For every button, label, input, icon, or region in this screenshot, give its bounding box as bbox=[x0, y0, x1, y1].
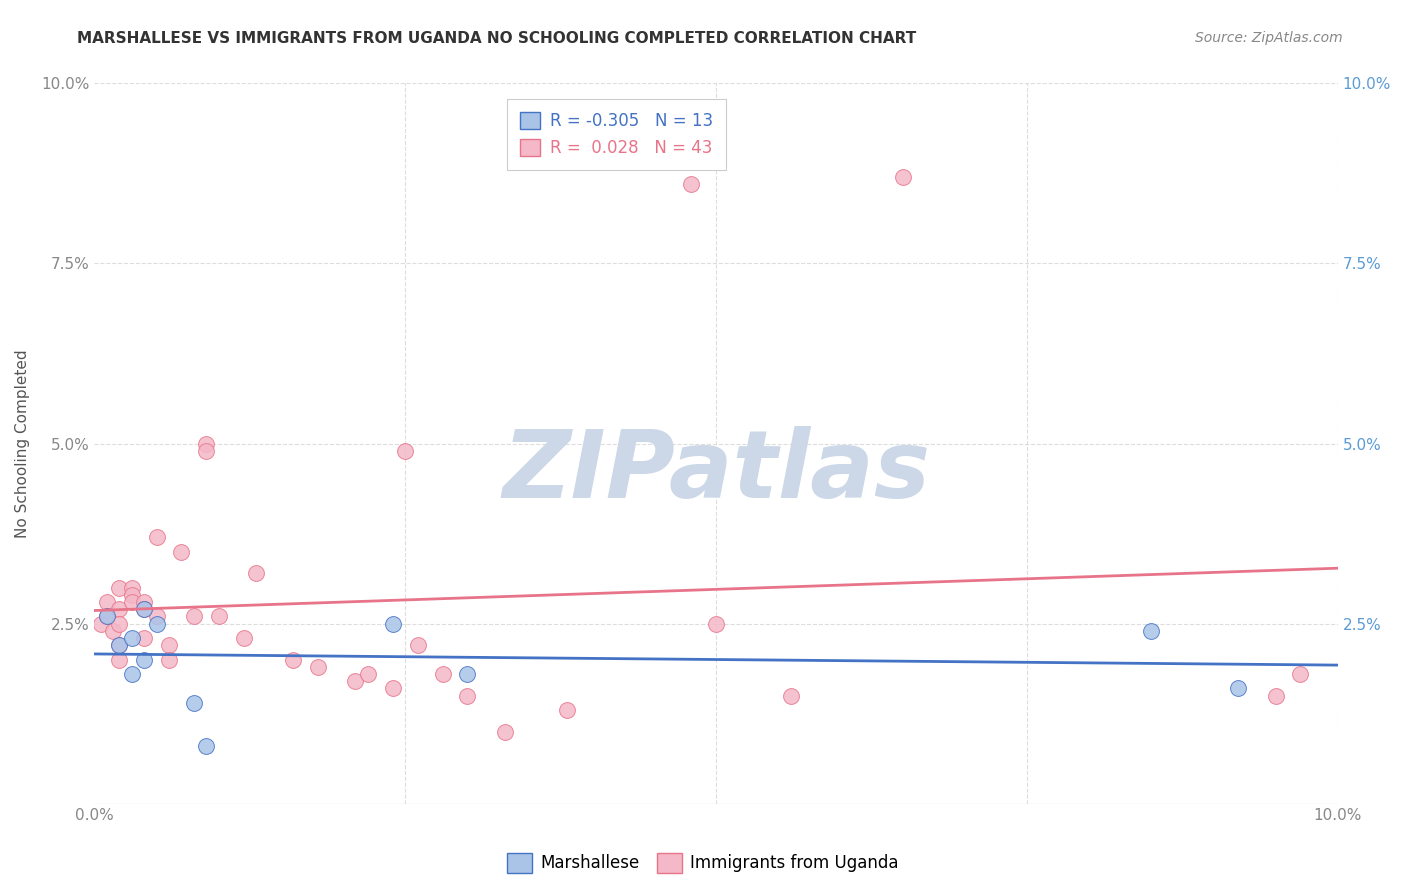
Point bbox=[232, 631, 254, 645]
Point bbox=[121, 595, 143, 609]
Point bbox=[145, 530, 167, 544]
Point bbox=[101, 624, 124, 638]
Point bbox=[406, 638, 429, 652]
Point bbox=[681, 178, 703, 192]
Point bbox=[132, 602, 155, 616]
Point bbox=[96, 595, 118, 609]
Point bbox=[704, 616, 727, 631]
Point bbox=[157, 638, 180, 652]
Point bbox=[283, 652, 305, 666]
Point bbox=[108, 652, 131, 666]
Point bbox=[494, 724, 516, 739]
Point bbox=[456, 689, 478, 703]
Point bbox=[183, 696, 205, 710]
Point bbox=[132, 631, 155, 645]
Point bbox=[96, 609, 118, 624]
Point bbox=[121, 588, 143, 602]
Point bbox=[108, 638, 131, 652]
Point bbox=[108, 638, 131, 652]
Point bbox=[344, 674, 367, 689]
Point bbox=[121, 581, 143, 595]
Legend: R = -0.305   N = 13, R =  0.028   N = 43: R = -0.305 N = 13, R = 0.028 N = 43 bbox=[506, 99, 727, 170]
Point bbox=[779, 689, 801, 703]
Point bbox=[132, 652, 155, 666]
Point bbox=[145, 616, 167, 631]
Point bbox=[157, 652, 180, 666]
Point bbox=[108, 581, 131, 595]
Point bbox=[1289, 667, 1312, 681]
Point bbox=[1140, 624, 1163, 638]
Point bbox=[132, 602, 155, 616]
Point bbox=[394, 443, 416, 458]
Point bbox=[108, 602, 131, 616]
Point bbox=[195, 739, 218, 753]
Legend: Marshallese, Immigrants from Uganda: Marshallese, Immigrants from Uganda bbox=[501, 847, 905, 880]
Point bbox=[1227, 681, 1250, 696]
Point bbox=[195, 436, 218, 450]
Point bbox=[891, 170, 914, 185]
Point bbox=[357, 667, 380, 681]
Point bbox=[170, 544, 193, 558]
Point bbox=[132, 595, 155, 609]
Point bbox=[245, 566, 267, 581]
Point bbox=[432, 667, 454, 681]
Point bbox=[121, 631, 143, 645]
Point bbox=[96, 609, 118, 624]
Point bbox=[121, 667, 143, 681]
Point bbox=[381, 616, 404, 631]
Point bbox=[183, 609, 205, 624]
Point bbox=[307, 660, 329, 674]
Point bbox=[1264, 689, 1286, 703]
Point bbox=[90, 616, 112, 631]
Point bbox=[208, 609, 231, 624]
Y-axis label: No Schooling Completed: No Schooling Completed bbox=[15, 349, 30, 538]
Point bbox=[381, 681, 404, 696]
Point bbox=[108, 616, 131, 631]
Point bbox=[555, 703, 578, 717]
Text: ZIPatlas: ZIPatlas bbox=[502, 426, 931, 518]
Text: Source: ZipAtlas.com: Source: ZipAtlas.com bbox=[1195, 31, 1343, 45]
Text: MARSHALLESE VS IMMIGRANTS FROM UGANDA NO SCHOOLING COMPLETED CORRELATION CHART: MARSHALLESE VS IMMIGRANTS FROM UGANDA NO… bbox=[77, 31, 917, 46]
Point bbox=[145, 609, 167, 624]
Point bbox=[195, 443, 218, 458]
Point bbox=[456, 667, 478, 681]
